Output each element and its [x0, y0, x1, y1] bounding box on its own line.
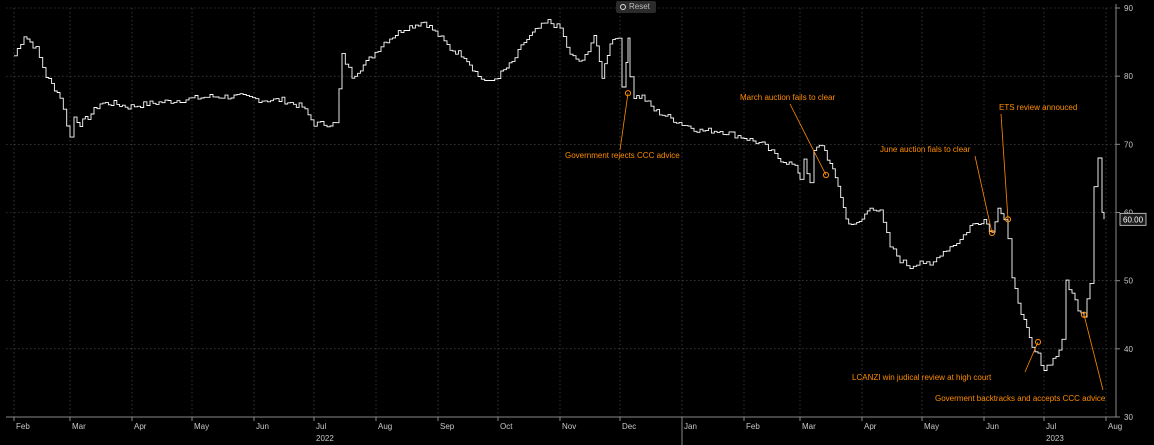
last-value-box: [1119, 212, 1147, 226]
y-tick-label: 40: [1124, 345, 1133, 354]
last-value-marker: 60.00: [1119, 212, 1147, 226]
annotation-marker: [988, 229, 996, 237]
x-tick-label: May: [924, 422, 939, 431]
annotation-label: Government rejects CCC advice: [565, 151, 680, 160]
annotation-marker: [1004, 216, 1012, 223]
x-tick-label: Feb: [746, 422, 760, 431]
reset-icon: [620, 4, 626, 10]
annotation-leader: [974, 155, 993, 234]
annotation-marker: [624, 90, 632, 97]
x-tick-label: Apr: [134, 422, 147, 431]
x-tick-label: Jun: [986, 422, 999, 431]
annotations: Government rejects CCC advice March aucti…: [565, 90, 1106, 403]
y-tick-label: 90: [1124, 4, 1133, 13]
annotation-marker: [1034, 338, 1042, 346]
x-tick-label: Jul: [1046, 422, 1056, 431]
y-tick-label: 70: [1124, 140, 1133, 149]
price-series: [14, 19, 1105, 371]
y-tick-label: 50: [1124, 277, 1133, 286]
grid-lines: [6, 7, 1116, 418]
x-tick-label: Nov: [562, 422, 576, 431]
last-value-label: 60.00: [1123, 215, 1144, 224]
annotation-label: ETS review annouced: [999, 103, 1077, 112]
annotation-marker: [822, 171, 830, 179]
annotation-label: March auction fails to clear: [740, 93, 835, 102]
y-tick-label: 30: [1124, 413, 1133, 422]
x-tick-label: Dec: [622, 422, 636, 431]
x-tick-label: May: [194, 422, 209, 431]
annotation-leader: [1024, 341, 1039, 373]
price-line: [14, 19, 1105, 371]
reset-button[interactable]: Reset: [616, 1, 656, 13]
reset-label: Reset: [629, 2, 650, 11]
x-tick-label: Jan: [684, 422, 697, 431]
x-tick-label: Mar: [72, 422, 86, 431]
x-tick-label: Aug: [378, 422, 392, 431]
x-tick-label: Jul: [316, 422, 326, 431]
x-tick-label: Aug: [1108, 422, 1122, 431]
x-tick-label: Oct: [500, 422, 513, 431]
annotation-leader: [1083, 314, 1104, 391]
annotation-label: June auction fials to clear: [880, 145, 971, 154]
y-tick-label: 80: [1124, 72, 1133, 81]
x-tick-label: Apr: [864, 422, 877, 431]
annotation-marker: [1080, 311, 1088, 318]
x-tick-label: Mar: [802, 422, 816, 431]
x-year-label: 2023: [1046, 434, 1064, 443]
annotation-leader: [789, 103, 827, 176]
annotation-label: LCANZI win judical review at high court: [852, 373, 992, 382]
x-year-label: 2022: [316, 434, 334, 443]
annotation-label: Goverment backtracks and accepts CCC adv…: [935, 394, 1106, 403]
annotation-leader: [1000, 113, 1009, 220]
x-tick-label: Jun: [256, 422, 269, 431]
x-tick-label: Feb: [16, 422, 30, 431]
x-tick-label: Sep: [440, 422, 455, 431]
axes: 30405060708090FebMarAprMayJunJulAugSepOc…: [6, 4, 1133, 445]
annotation-leader: [619, 93, 629, 151]
